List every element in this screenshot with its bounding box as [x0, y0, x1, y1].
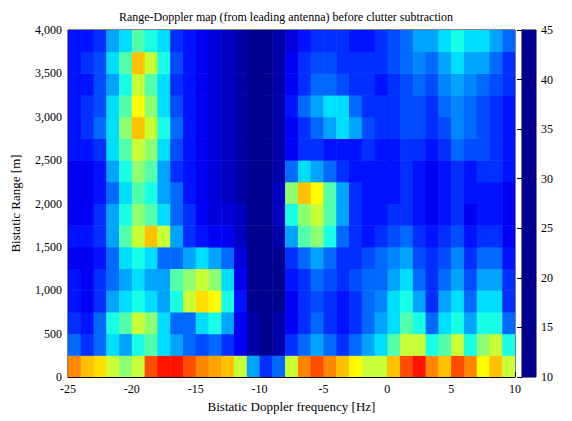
- svg-text:40: 40: [541, 73, 553, 87]
- svg-text:-5: -5: [318, 382, 328, 396]
- svg-text:1,000: 1,000: [35, 283, 62, 297]
- svg-text:Bistatic Range [m]: Bistatic Range [m]: [8, 154, 23, 252]
- svg-text:Bistatic Doppler frequency [Hz: Bistatic Doppler frequency [Hz]: [208, 399, 376, 414]
- svg-text:500: 500: [44, 327, 62, 341]
- svg-text:10: 10: [509, 382, 521, 396]
- svg-text:0: 0: [56, 370, 62, 384]
- svg-text:-25: -25: [60, 382, 76, 396]
- svg-text:15: 15: [541, 320, 553, 334]
- svg-text:4,000: 4,000: [35, 23, 62, 37]
- svg-text:-20: -20: [124, 382, 140, 396]
- svg-text:-10: -10: [252, 382, 268, 396]
- svg-text:30: 30: [541, 172, 553, 186]
- svg-text:3,500: 3,500: [35, 66, 62, 80]
- svg-text:35: 35: [541, 122, 553, 136]
- svg-text:0: 0: [384, 382, 390, 396]
- svg-text:45: 45: [541, 23, 553, 37]
- svg-text:2,500: 2,500: [35, 153, 62, 167]
- svg-text:10: 10: [541, 370, 553, 384]
- svg-text:5: 5: [448, 382, 454, 396]
- svg-text:2,000: 2,000: [35, 197, 62, 211]
- svg-text:20: 20: [541, 271, 553, 285]
- svg-text:-15: -15: [188, 382, 204, 396]
- svg-text:3,000: 3,000: [35, 110, 62, 124]
- svg-text:25: 25: [541, 221, 553, 235]
- svg-text:Range-Doppler map (from leadin: Range-Doppler map (from leading antenna)…: [119, 10, 453, 24]
- svg-text:1,500: 1,500: [35, 240, 62, 254]
